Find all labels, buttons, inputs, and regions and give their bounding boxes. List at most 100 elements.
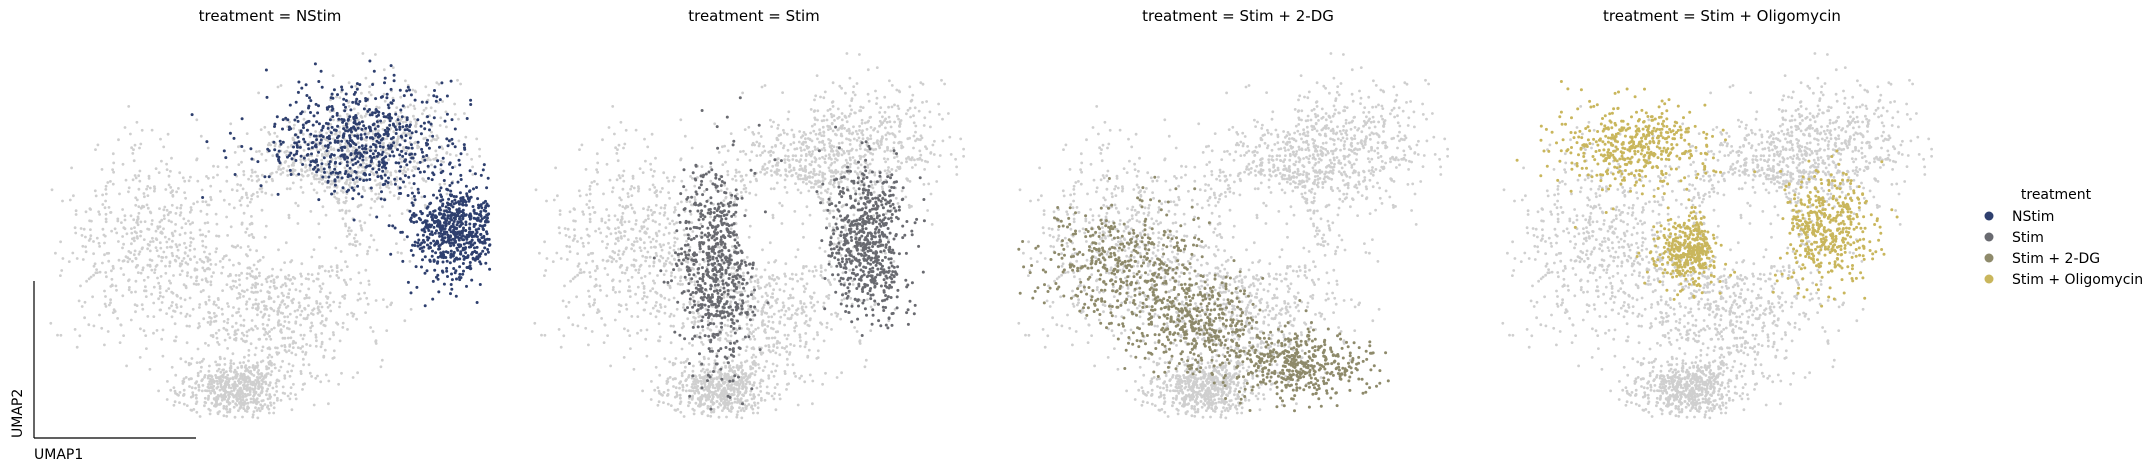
scatter-point — [207, 298, 211, 302]
panel-0: treatment = NStim — [49, 7, 492, 420]
scatter-point — [164, 271, 168, 275]
scatter-point — [350, 158, 354, 162]
scatter-point — [369, 170, 373, 174]
scatter-point — [170, 304, 173, 308]
scatter-point — [410, 131, 414, 135]
scatter-point — [433, 215, 437, 219]
scatter-point — [377, 196, 380, 200]
scatter-point — [400, 160, 403, 164]
scatter-point — [843, 126, 846, 130]
scatter-point — [330, 92, 334, 96]
scatter-point — [169, 169, 172, 173]
scatter-point — [594, 277, 598, 281]
scatter-point — [186, 271, 190, 275]
scatter-point — [310, 312, 313, 315]
scatter-point — [202, 289, 205, 292]
scatter-point — [484, 252, 488, 256]
scatter-point — [299, 112, 303, 116]
scatter-point — [292, 145, 295, 149]
scatter-point — [459, 152, 463, 156]
scatter-point — [369, 149, 372, 153]
scatter-point — [729, 132, 733, 136]
scatter-point — [141, 268, 145, 272]
scatter-point — [192, 408, 196, 411]
scatter-point — [137, 211, 141, 215]
scatter-point — [866, 92, 870, 96]
scatter-point — [312, 188, 316, 192]
scatter-point — [418, 160, 422, 164]
scatter-point — [226, 347, 230, 350]
scatter-point — [450, 200, 454, 203]
scatter-point — [258, 409, 262, 413]
scatter-point — [167, 183, 171, 187]
scatter-point — [240, 221, 244, 225]
scatter-point — [815, 357, 819, 360]
scatter-point — [469, 213, 472, 217]
scatter-point — [761, 151, 764, 155]
scatter-point — [277, 149, 281, 153]
scatter-point — [679, 410, 683, 414]
scatter-point — [288, 397, 292, 401]
scatter-point — [282, 324, 286, 328]
scatter-point — [655, 239, 658, 243]
scatter-point — [121, 235, 124, 238]
scatter-point — [658, 223, 661, 226]
scatter-point — [292, 330, 296, 334]
scatter-point — [648, 188, 652, 191]
scatter-point — [114, 284, 118, 288]
scatter-point — [821, 382, 824, 386]
scatter-point — [449, 202, 453, 206]
scatter-point — [197, 388, 201, 392]
scatter-point — [345, 112, 349, 116]
scatter-point — [310, 182, 313, 186]
scatter-point — [67, 260, 71, 263]
scatter-point — [333, 140, 337, 144]
scatter-point — [298, 289, 302, 293]
scatter-point — [372, 69, 376, 73]
scatter-point — [758, 381, 762, 385]
scatter-point — [439, 212, 443, 216]
scatter-point — [403, 174, 407, 178]
scatter-point — [401, 120, 405, 124]
scatter-point — [267, 149, 271, 153]
scatter-point — [122, 273, 126, 276]
scatter-point — [462, 226, 465, 230]
scatter-point — [439, 186, 443, 190]
scatter-point — [96, 143, 100, 147]
scatter-point — [196, 347, 200, 351]
scatter-point — [449, 189, 453, 193]
scatter-point — [856, 166, 860, 170]
scatter-point — [299, 130, 303, 134]
scatter-point — [296, 135, 300, 139]
scatter-point — [949, 153, 953, 156]
scatter-point — [477, 253, 481, 257]
scatter-point — [426, 138, 429, 142]
scatter-point — [253, 170, 257, 174]
scatter-point — [180, 269, 184, 273]
scatter-point — [257, 382, 261, 385]
scatter-point — [260, 374, 264, 378]
scatter-point — [408, 123, 412, 127]
scatter-point — [165, 168, 169, 172]
scatter-point — [385, 96, 389, 100]
scatter-point — [154, 229, 158, 233]
scatter-point — [293, 123, 296, 127]
scatter-point — [804, 158, 808, 162]
scatter-point — [626, 278, 630, 282]
scatter-point — [296, 346, 300, 349]
scatter-point — [301, 337, 305, 341]
scatter-point — [154, 167, 158, 171]
scatter-point — [309, 329, 313, 333]
scatter-point — [292, 163, 295, 167]
scatter-point — [89, 208, 92, 211]
scatter-point — [887, 166, 890, 169]
scatter-point — [651, 237, 655, 241]
scatter-point — [160, 218, 164, 222]
panel-1: treatment = Stim — [533, 7, 965, 420]
scatter-point — [654, 315, 658, 319]
scatter-point — [893, 156, 896, 160]
scatter-point — [127, 105, 131, 108]
scatter-point — [770, 336, 774, 340]
scatter-point — [155, 263, 159, 267]
scatter-point — [179, 296, 183, 300]
